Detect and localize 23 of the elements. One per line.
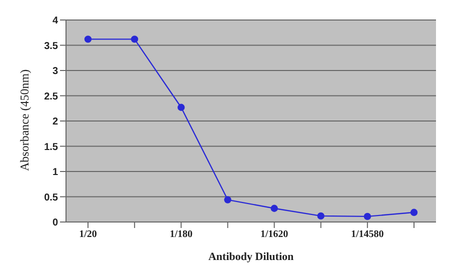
x-tick-label: 1/14580	[351, 229, 384, 240]
point	[84, 36, 92, 43]
x-tick-label: 1/180	[170, 229, 193, 240]
point	[410, 208, 418, 216]
x-tick-label: 1/20	[79, 229, 97, 240]
y-tick-label: 3	[52, 66, 58, 78]
y-tick-label: 1.5	[44, 142, 58, 153]
point	[270, 204, 278, 212]
y-tick-label: 1	[52, 167, 58, 178]
y-tick-label: 0.5	[44, 192, 58, 204]
y-tick-label: 3.5	[44, 40, 58, 52]
y-axis-title: Absorbance (450nm)	[17, 69, 32, 171]
x-axis-title: Antibody Dilution	[208, 251, 294, 263]
y-tick-label: 2.5	[44, 91, 58, 102]
y-tick-label: 2	[52, 116, 58, 128]
point	[364, 212, 372, 220]
point	[317, 212, 324, 220]
point	[130, 36, 138, 43]
x-tick-label: 1/1620	[260, 229, 288, 240]
point	[224, 196, 232, 204]
point	[178, 104, 185, 111]
y-tick-label: 4	[52, 16, 58, 27]
y-tick-label: 0	[52, 218, 58, 229]
